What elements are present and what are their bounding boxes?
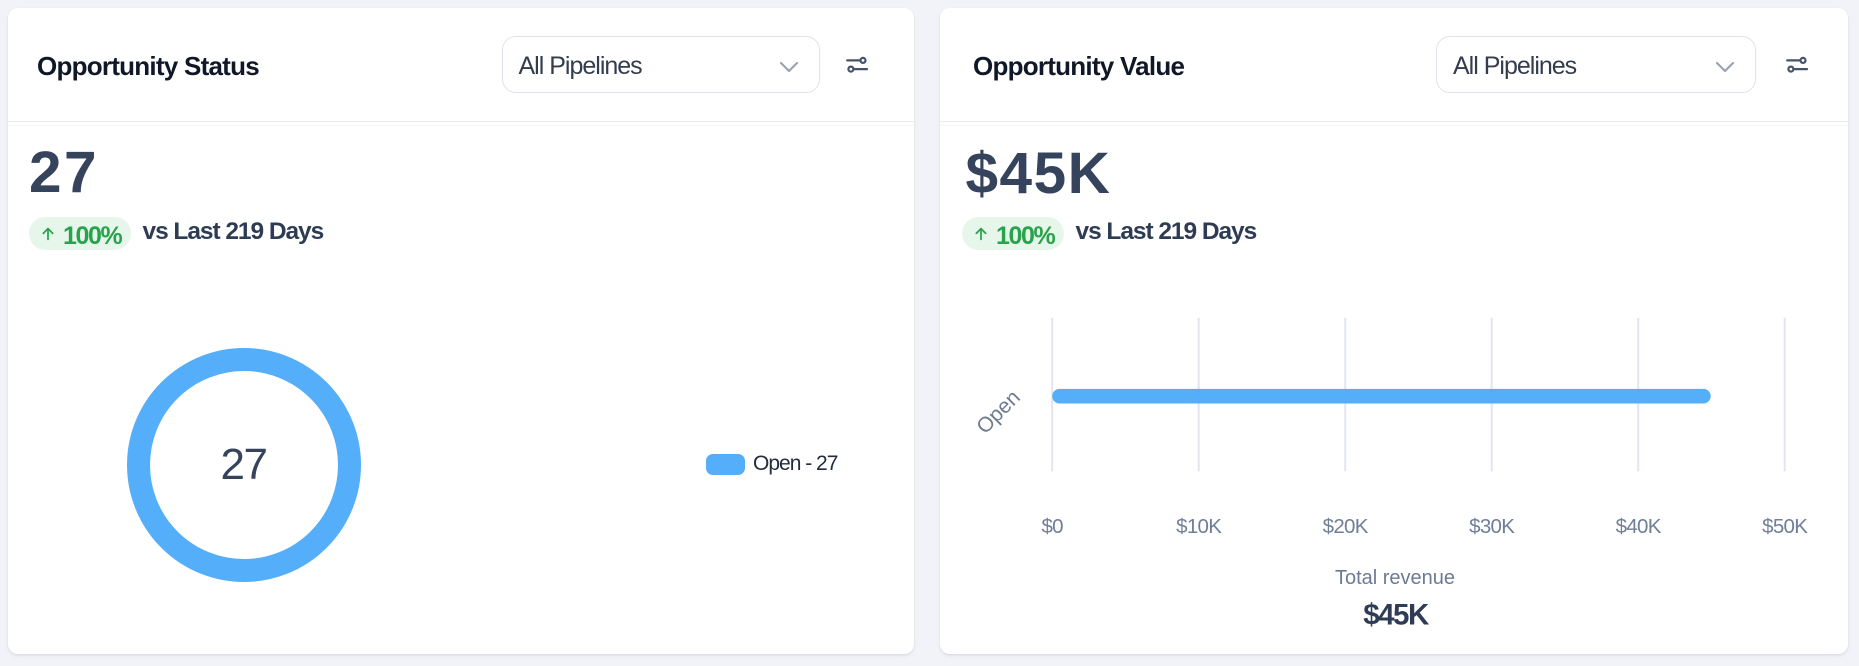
svg-text:$30K: $30K (1469, 515, 1515, 538)
svg-text:Open: Open (972, 386, 1025, 439)
svg-text:$20K: $20K (1322, 515, 1368, 538)
svg-text:$50K: $50K (1762, 515, 1808, 538)
svg-text:$10K: $10K (1176, 515, 1222, 538)
svg-text:$0: $0 (1041, 515, 1063, 538)
svg-text:Total revenue: Total revenue (1334, 567, 1454, 589)
svg-text:$40K: $40K (1615, 515, 1661, 538)
svg-text:$45K: $45K (1363, 598, 1430, 631)
